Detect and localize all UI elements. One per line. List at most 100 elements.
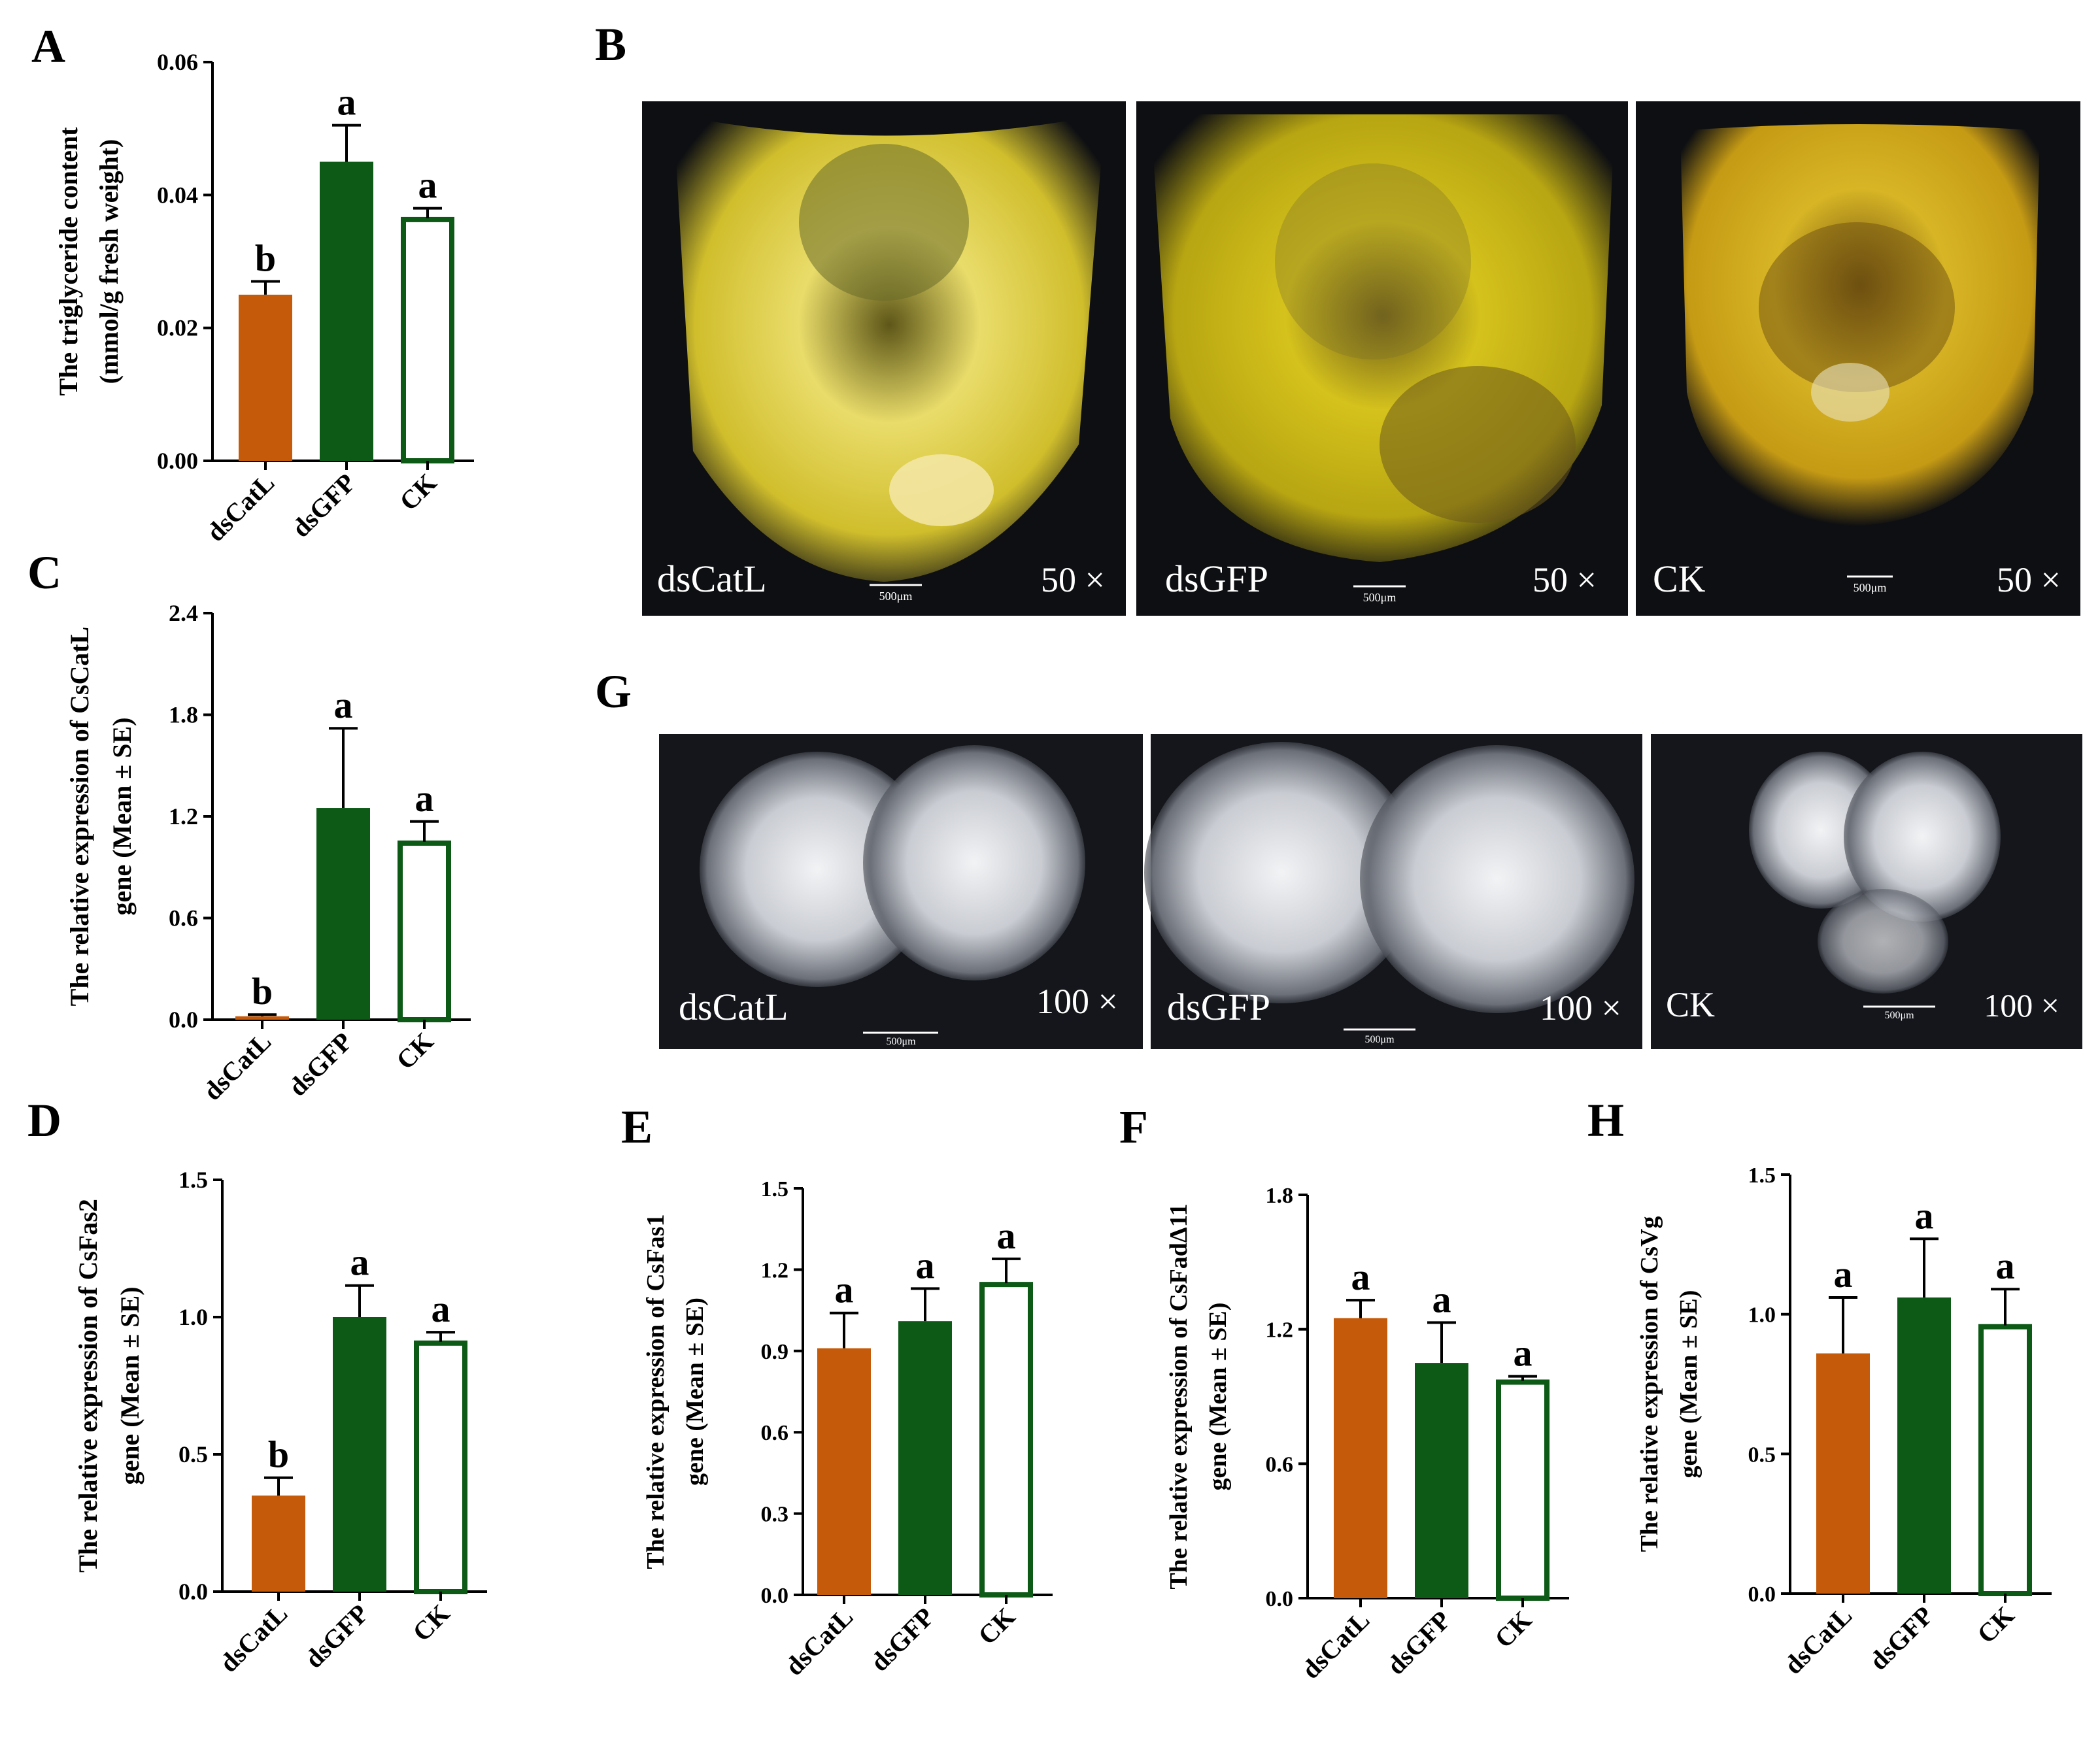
bar-dscatl <box>1334 1318 1387 1598</box>
y-tick-label: 0.02 <box>157 315 198 341</box>
photo-b-ck: CK 50 × 500μm <box>1636 101 2080 616</box>
photo-row-g: dsCatL 100 × 500μm dsGFP 100 × 500μm CK … <box>659 734 2082 1049</box>
y-tick-label: 0.3 <box>761 1503 789 1527</box>
bar-dscatl <box>1816 1353 1870 1594</box>
significance-letter: a <box>415 777 434 820</box>
y-tick-label: 0.0 <box>178 1579 208 1605</box>
significance-letter: a <box>418 164 437 207</box>
bar-dsgfp <box>316 808 370 1020</box>
panel-letter-g: G <box>595 665 632 718</box>
photo-g-dsgfp-label: dsGFP <box>1167 986 1270 1028</box>
y-tick-label: 1.0 <box>178 1304 208 1330</box>
x-tick-label: dsGFP <box>1381 1605 1456 1681</box>
panel-letter-c: C <box>27 546 61 599</box>
y-tick-label: 0.0 <box>761 1584 789 1608</box>
bar-ck <box>1978 1324 2032 1596</box>
significance-letter: a <box>334 684 353 726</box>
y-tick-label: 0.0 <box>1266 1587 1294 1611</box>
y-tick-label: 0.9 <box>761 1340 789 1364</box>
significance-letter: b <box>255 237 276 280</box>
bar-dscatl <box>817 1348 871 1595</box>
x-tick-label: CK <box>1971 1601 2020 1649</box>
y-tick-label: 1.8 <box>169 702 198 728</box>
photo-b-dscatl-scalebar: 500μm <box>879 590 913 603</box>
y-tick-label: 0.5 <box>178 1441 208 1467</box>
chart-e-csfas1: 0.0 0.3 0.6 0.9 1.2 1.5 The relative expressio… <box>642 1177 1053 1681</box>
photo-g-dscatl-mag: 100 × <box>1036 982 1118 1021</box>
photo-g-dscatl: dsCatL 100 × 500μm <box>659 734 1143 1049</box>
significance-letter: a <box>337 81 356 124</box>
photo-b-ck-mag: 50 × <box>1997 560 2061 599</box>
x-tick-label: dsGFP <box>864 1602 940 1677</box>
x-tick-label: CK <box>972 1602 1021 1650</box>
y-axis-label: The relative expression of CsCatL <box>65 627 94 1007</box>
x-tick-label: CK <box>1489 1605 1537 1654</box>
photo-g-dsgfp-scalebar: 500μm <box>1364 1034 1395 1045</box>
bar-ck <box>1496 1379 1550 1601</box>
y-axis-label: The relative expression of CsFas2 <box>73 1199 103 1573</box>
y-tick-label: 1.2 <box>169 803 198 829</box>
significance-letter: b <box>252 970 273 1012</box>
bar-dscatl <box>252 1496 305 1592</box>
x-tick-label: dsGFP <box>286 468 361 543</box>
x-tick-label: dsGFP <box>282 1027 358 1102</box>
panel-letter-f: F <box>1119 1101 1148 1153</box>
x-tick-label: dsGFP <box>299 1599 374 1674</box>
panel-letter-e: E <box>621 1101 652 1153</box>
photo-g-dsgfp: dsGFP 100 × 500μm <box>1144 734 1642 1049</box>
y-axis-label: gene (Mean ± SE) <box>107 717 137 915</box>
significance-letter: a <box>432 1288 450 1330</box>
photo-g-dsgfp-mag: 100 × <box>1540 988 1621 1028</box>
significance-letter: a <box>1996 1245 2015 1287</box>
y-tick-label: 1.5 <box>761 1177 789 1201</box>
y-tick-label: 1.0 <box>1748 1303 1776 1328</box>
photo-g-ck-scalebar: 500μm <box>1884 1010 1914 1021</box>
y-tick-label: 0.06 <box>157 49 198 75</box>
bar-ck <box>414 1340 467 1595</box>
y-tick-label: 0.6 <box>761 1421 789 1445</box>
y-tick-label: 0.0 <box>1748 1582 1776 1607</box>
bar-dsgfp <box>333 1317 386 1592</box>
bar-dsgfp <box>320 161 373 461</box>
y-tick-label: 1.5 <box>1748 1163 1776 1188</box>
x-tick-label: dsCatL <box>197 1027 277 1106</box>
photo-g-dscatl-label: dsCatL <box>679 986 788 1028</box>
photo-b-dsgfp-mag: 50 × <box>1533 560 1597 599</box>
x-tick-label: dsGFP <box>1863 1601 1939 1676</box>
photo-b-dscatl-label: dsCatL <box>657 558 767 600</box>
photo-g-dscatl-scalebar: 500μm <box>886 1036 916 1047</box>
photo-g-ck-mag: 100 × <box>1984 987 2059 1024</box>
bar-ck <box>398 840 451 1022</box>
y-tick-label: 0.04 <box>157 182 198 208</box>
x-tick-label: CK <box>394 468 442 516</box>
chart-f-csfad11: 0.0 0.6 1.2 1.8 The relative expression of C… <box>1165 1184 1569 1684</box>
y-tick-label: 1.5 <box>178 1167 208 1193</box>
panel-letter-h: H <box>1587 1094 1624 1146</box>
bar-dscatl <box>239 294 292 461</box>
x-tick-label: dsCatL <box>779 1602 858 1681</box>
y-axis-label: gene (Mean ± SE) <box>1204 1303 1232 1491</box>
photo-b-ck-label: CK <box>1653 558 1706 600</box>
x-tick-label: dsCatL <box>214 1599 293 1678</box>
photo-g-ck: CK 100 × 500μm <box>1651 734 2082 1049</box>
photo-b-dscatl: dsCatL 50 × 500μm <box>642 101 1126 616</box>
bar-ck <box>979 1282 1033 1598</box>
significance-letter: a <box>1351 1256 1370 1298</box>
y-axis-label: (mmol/g fresh weight) <box>94 139 124 384</box>
significance-letter: a <box>1432 1278 1451 1320</box>
photo-b-ck-scalebar: 500μm <box>1854 581 1887 594</box>
chart-d-csfas2: 0.0 0.5 1.0 1.5 The relative expression of C… <box>73 1167 487 1678</box>
significance-letter: a <box>835 1269 854 1311</box>
bar-ck <box>401 216 454 463</box>
y-axis-label: gene (Mean ± SE) <box>1675 1290 1702 1479</box>
bar-dscatl <box>235 1016 289 1020</box>
panel-letter-d: D <box>27 1094 61 1146</box>
x-tick-label: CK <box>407 1599 455 1647</box>
significance-letter: b <box>268 1433 289 1476</box>
photo-b-dsgfp: dsGFP 50 × 500μm <box>1136 101 1628 616</box>
bar-dsgfp <box>1897 1297 1951 1594</box>
y-tick-label: 0.5 <box>1748 1443 1776 1467</box>
significance-letter: a <box>350 1241 369 1284</box>
photo-b-dscatl-mag: 50 × <box>1041 560 1105 599</box>
